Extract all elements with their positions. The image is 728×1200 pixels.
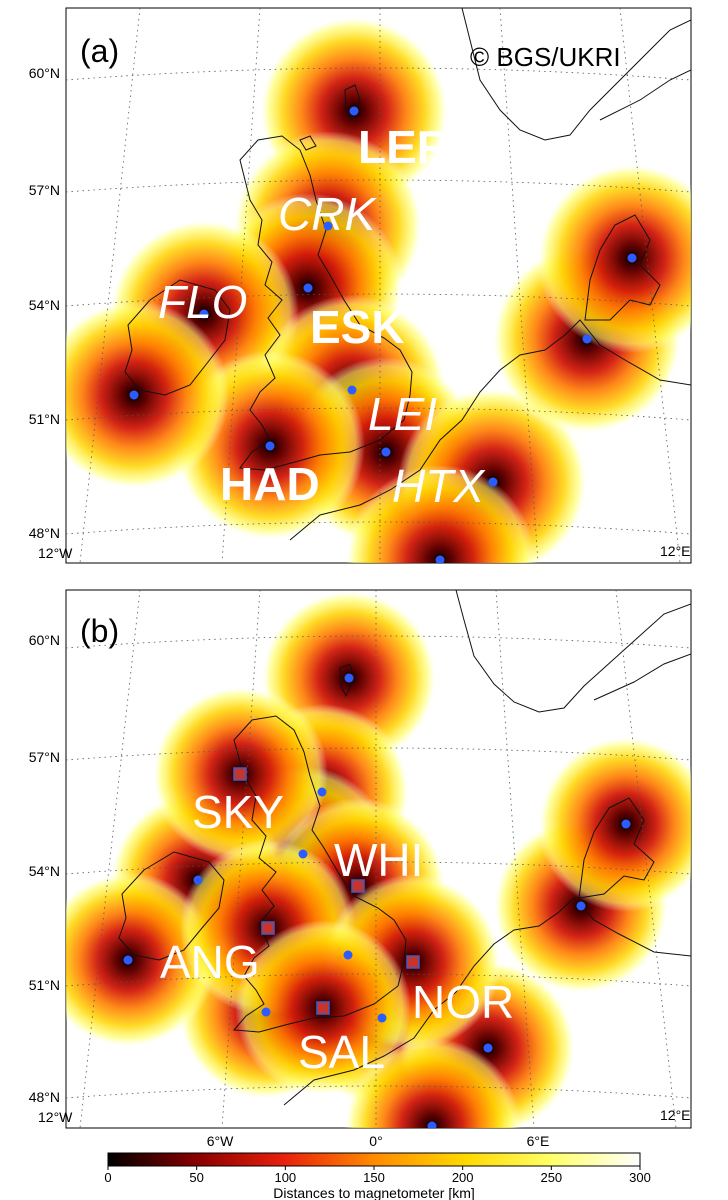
observatory-dot: [435, 555, 445, 563]
observatory-dot: [261, 1007, 271, 1017]
observatory-dot: [265, 441, 275, 451]
site-label-sal: SAL: [298, 1026, 385, 1078]
observatory-label-had: HAD: [220, 458, 320, 510]
colorbar-tick-label: 100: [274, 1170, 296, 1185]
lat-labels-b: 60°N 57°N 54°N 51°N 48°N: [29, 632, 60, 1105]
lon-axis-label: 6°E: [527, 1133, 550, 1149]
observatory-dot: [377, 1013, 387, 1023]
observatory-label-htx: HTX: [392, 460, 486, 512]
observatory-label-crk: CRK: [278, 188, 377, 240]
lon-axis-label: 0°: [369, 1133, 382, 1149]
observatory-dot: [483, 1043, 493, 1053]
observatory-dot: [199, 309, 209, 319]
panel-label-a: (a): [80, 33, 119, 69]
copyright-notice: © BGS/UKRI: [470, 42, 621, 72]
graticule-b: [65, 589, 692, 1129]
distance-halo: [537, 163, 691, 353]
lat-label: 57°N: [29, 182, 60, 198]
observatory-dots-a: [129, 106, 637, 563]
observatory-dot: [123, 955, 133, 965]
distance-halo: [66, 872, 216, 1048]
colorbar-tick-label: 250: [540, 1170, 562, 1185]
lat-label: 57°N: [29, 749, 60, 765]
observatory-dot: [317, 787, 327, 797]
observatory-dot: [488, 477, 498, 487]
observatory-labels-a: LER CRK FLO ESK LEI HAD HTX: [158, 121, 486, 512]
new-site-square: [261, 921, 275, 935]
colorbar-tick-label: 0: [104, 1170, 111, 1185]
panel-label-b: (b): [80, 613, 119, 649]
lat-label: 54°N: [29, 297, 60, 313]
colorbar-tick-label: 200: [452, 1170, 474, 1185]
lon-label-left-a: 12°W: [38, 545, 73, 561]
colorbar-tick-label: 50: [189, 1170, 203, 1185]
lat-label: 51°N: [29, 411, 60, 427]
observatory-dot: [303, 283, 313, 293]
observatory-dot: [344, 673, 354, 683]
site-label-nor: NOR: [412, 976, 514, 1028]
new-site-square: [406, 955, 420, 969]
site-label-ang: ANG: [160, 936, 260, 988]
observatory-dot: [381, 447, 391, 457]
observatory-dot: [427, 1121, 437, 1128]
observatory-dot: [621, 819, 631, 829]
site-labels-b: SKY WHI ANG NOR SAL: [160, 786, 514, 1078]
observatory-dot: [298, 849, 308, 859]
new-site-square: [233, 767, 247, 781]
colorbar-tick-label: 150: [363, 1170, 385, 1185]
observatory-dot: [347, 385, 357, 395]
graticule-a: [65, 7, 692, 564]
colorbar-strip: [107, 1152, 641, 1167]
lat-label: 54°N: [29, 863, 60, 879]
new-site-square: [316, 1001, 330, 1015]
lat-label: 51°N: [29, 977, 60, 993]
coastline-b: [118, 590, 691, 1106]
distance-halo: [66, 300, 229, 490]
observatory-dot: [576, 901, 586, 911]
observatory-dot: [627, 253, 637, 263]
observatory-dot: [129, 390, 139, 400]
colorbar-title: Distances to magnetometer [km]: [273, 1185, 475, 1200]
coastline-a: [124, 8, 691, 541]
observatory-dot: [323, 221, 333, 231]
observatory-dot: [349, 106, 359, 116]
lat-label: 48°N: [29, 1089, 60, 1105]
observatory-dot: [193, 875, 203, 885]
distance-halo: [538, 736, 691, 912]
lat-label: 60°N: [29, 632, 60, 648]
observatory-label-lei: LEI: [368, 388, 437, 440]
observatory-dot: [582, 334, 592, 344]
observatory-dot: [343, 950, 353, 960]
observatory-label-flo: FLO: [158, 276, 247, 328]
distance-field-b: [66, 590, 691, 1128]
observatory-dots-b: [123, 673, 631, 1128]
site-label-sky: SKY: [192, 786, 284, 838]
site-label-whi: WHI: [334, 834, 423, 886]
colorbar-tick-label: 300: [629, 1170, 651, 1185]
lat-label: 48°N: [29, 525, 60, 541]
lat-labels-a: 60°N 57°N 54°N 51°N 48°N: [29, 65, 60, 541]
panel-b: [65, 589, 692, 1129]
lat-label: 60°N: [29, 65, 60, 81]
observatory-label-ler: LER: [358, 121, 450, 173]
colorbar: 0 50 100 150 200 250 300 Distances to magnetom…: [104, 1133, 650, 1200]
distance-halo: [345, 465, 535, 563]
observatory-label-esk: ESK: [310, 301, 405, 353]
new-site-square: [351, 879, 365, 893]
lon-axis-label: 6°W: [207, 1133, 234, 1149]
panel-a: [65, 7, 692, 564]
lon-label-left-b: 12°W: [38, 1109, 73, 1125]
lon-label-right-a: 12°E: [660, 543, 691, 559]
lon-label-right-b: 12°E: [660, 1107, 691, 1123]
